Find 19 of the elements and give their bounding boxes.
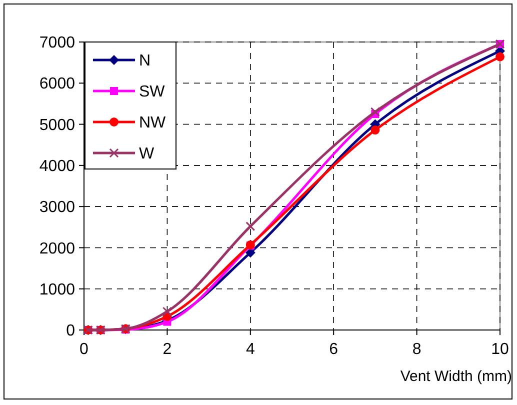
y-tick-label: 4000: [39, 158, 76, 176]
x-tick-label: 2: [162, 341, 172, 358]
legend-label: N: [139, 52, 151, 70]
y-tick-label: 2000: [39, 240, 76, 258]
x-tick-label: 0: [80, 341, 89, 358]
legend-label: W: [139, 146, 155, 163]
x-tick-label: 8: [412, 341, 422, 358]
x-tick-label: 10: [491, 341, 509, 358]
legend-label: NW: [139, 114, 167, 132]
y-tick-label: 5000: [39, 116, 76, 134]
y-tick-label: 1000: [39, 281, 76, 298]
x-axis-title: Vent Width (mm): [400, 368, 512, 385]
y-tick-label: 6000: [39, 76, 76, 93]
x-tick-label: 4: [246, 341, 255, 358]
y-tick-label: 0: [66, 322, 76, 340]
y-tick-label: 7000: [39, 34, 76, 52]
legend-label: SW: [139, 84, 166, 101]
x-tick-label: 6: [329, 341, 338, 358]
y-tick-label: 3000: [39, 199, 76, 216]
